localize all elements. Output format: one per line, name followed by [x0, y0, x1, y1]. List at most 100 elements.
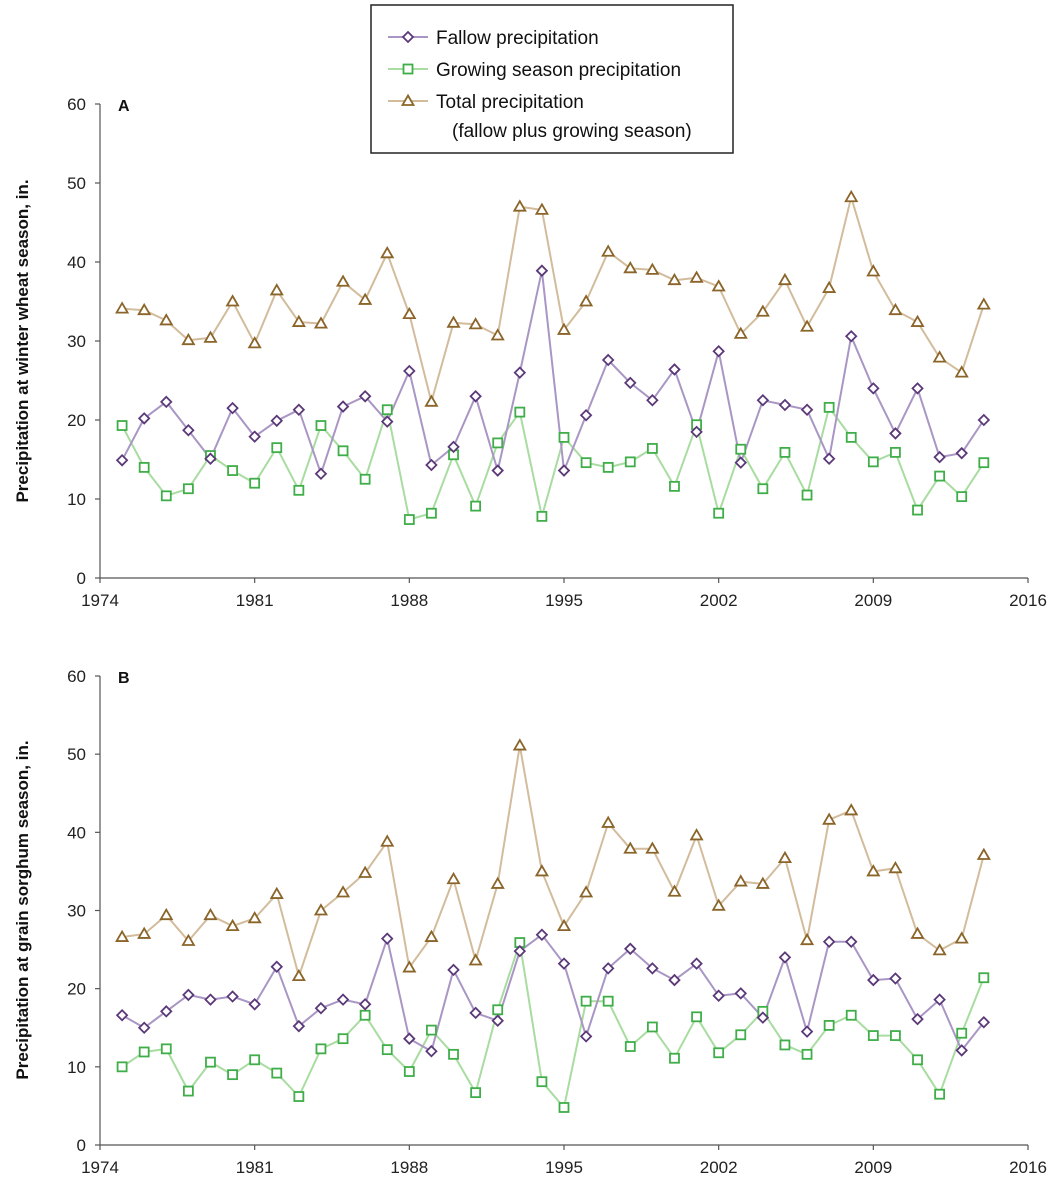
panel-a-total-point	[159, 313, 174, 326]
panel-b-total-point	[115, 929, 130, 942]
legend-entry-fallow: Fallow precipitation	[388, 28, 599, 49]
panel-a-growing-point	[978, 457, 990, 469]
panel-b-growing-point	[912, 1054, 923, 1066]
panel-a-growing-point	[890, 446, 901, 458]
panel-a-growing-point	[160, 490, 172, 502]
panel-b-total-point	[733, 874, 748, 887]
panel-b-growing-point	[691, 1011, 702, 1023]
panel-a-growing-point	[116, 420, 128, 431]
panel-b-y-tick-label: 60	[67, 667, 86, 686]
panel-b-total-point	[181, 933, 196, 946]
panel-b-total-point	[247, 911, 262, 924]
panel-b-growing-point	[602, 995, 614, 1007]
panel-a-fallow-point	[933, 450, 946, 464]
panel-a-y-tick-label: 0	[77, 569, 86, 588]
panel-a-total-point	[534, 202, 549, 215]
panel-b-total-point	[358, 865, 373, 878]
panel-a-growing-point	[757, 483, 769, 495]
panel-a-total-point	[203, 330, 218, 343]
panel-a-total-point	[711, 279, 726, 292]
panel-b-growing-point	[536, 1076, 548, 1088]
panel-b-y-tick-label: 10	[67, 1058, 86, 1077]
panel-b-fallow-point	[601, 962, 615, 975]
panel-a-fallow-point	[336, 400, 350, 413]
panel-a-fallow-point	[292, 403, 306, 417]
panel-a-total-point	[424, 394, 439, 407]
panel-a-total-point	[822, 280, 837, 293]
panel-a-growing-point	[470, 500, 482, 512]
panel-b-total-point	[976, 847, 991, 860]
panel-a-total-point	[645, 262, 660, 275]
panel-b-fallow-point	[646, 962, 659, 975]
panel-a-growing-point	[845, 431, 857, 443]
panel-b-total-line	[121, 744, 985, 978]
panel-a-total-point	[269, 283, 284, 296]
panel-b-fallow-point	[226, 990, 239, 1003]
panel-a-total-point	[667, 272, 682, 286]
panel-b-growing-point	[426, 1024, 437, 1036]
panel-a-growing-point	[249, 477, 261, 489]
panel-b-growing-point	[381, 1044, 393, 1056]
panel-b-growing-point	[293, 1091, 305, 1102]
panel-a-total-point	[115, 301, 130, 314]
panel-a-total-point	[910, 314, 925, 327]
panel-a-y-tick-label: 20	[67, 411, 86, 430]
panel-a-fallow-line	[121, 269, 985, 475]
panel-b-growing-point	[624, 1041, 636, 1052]
panel-b-fallow-point	[248, 998, 261, 1011]
panel-a-fallow-point	[712, 344, 725, 358]
panel-a-growing-point	[735, 443, 747, 455]
panel-a-total-point	[623, 261, 638, 274]
panel-b-x-tick-label: 1988	[390, 1158, 428, 1177]
panel-a-growing-point	[602, 461, 614, 473]
panel-a-fallow-point	[800, 403, 814, 417]
panel-b-y-tick-label: 0	[77, 1136, 86, 1155]
panel-b-fallow-point	[358, 998, 372, 1011]
panel-a-fallow-point	[270, 414, 284, 428]
panel-b-total-point	[755, 876, 770, 889]
panel-b-total-point	[490, 876, 505, 889]
panel-b-growing-point	[735, 1029, 747, 1041]
panel-b-y-tick-label: 20	[67, 980, 86, 999]
panel-b-total-point	[159, 907, 174, 921]
panel-b-x-tick-label: 1974	[81, 1158, 119, 1177]
panel-a-fallow-point	[601, 353, 615, 367]
legend-label-fallow: Fallow precipitation	[436, 28, 599, 49]
panel-b-growing-line	[121, 941, 985, 1109]
panel-b-growing-point	[669, 1052, 680, 1064]
panel-b-total-point	[799, 932, 815, 946]
panel-b-fallow-point	[756, 1011, 770, 1024]
panel-a-x-tick-label: 2016	[1009, 591, 1047, 610]
panel-a-fallow-point	[911, 382, 924, 395]
panel-a-growing-point	[779, 446, 791, 458]
panel-a-fallow-point	[844, 329, 858, 343]
panel-b-total-point	[954, 931, 969, 944]
panel-a-growing-point	[514, 406, 526, 418]
panel-b-growing-point	[448, 1048, 459, 1060]
panel-a-fallow-point	[955, 446, 968, 460]
panel-b-fallow-point	[447, 963, 460, 977]
panel-a-total-point	[844, 189, 859, 203]
panel-b-y-axis-title: Precipitation at grain sorghum season, i…	[13, 740, 32, 1079]
panel-b-growing-point	[403, 1066, 415, 1077]
panel-b-growing-point	[978, 972, 990, 984]
panel-a-total-point	[601, 244, 616, 257]
panel-a-fallow-point	[491, 464, 504, 477]
panel-a-fallow-point	[822, 452, 836, 465]
panel-b-total-point	[601, 815, 616, 828]
panel-b-fallow-point	[270, 960, 284, 974]
panel-b-total-point	[866, 864, 881, 877]
panel-a-total-point	[358, 292, 373, 305]
panel-b-total-point	[623, 841, 638, 854]
panel-b-growing-point	[823, 1020, 835, 1031]
panel-a-fallow-point	[137, 412, 151, 425]
panel-a-x-tick-label: 1981	[236, 591, 274, 610]
panel-b-fallow-point	[137, 1021, 151, 1035]
panel-a-growing-point	[558, 431, 570, 443]
panel-b-fallow-point	[380, 932, 394, 945]
panel-b-growing-point	[713, 1047, 725, 1059]
panel-b-growing-point	[249, 1054, 261, 1066]
panel-a-growing-point	[182, 483, 194, 495]
panel-a-total-point	[512, 199, 527, 212]
panel-a-growing-line	[121, 406, 985, 521]
